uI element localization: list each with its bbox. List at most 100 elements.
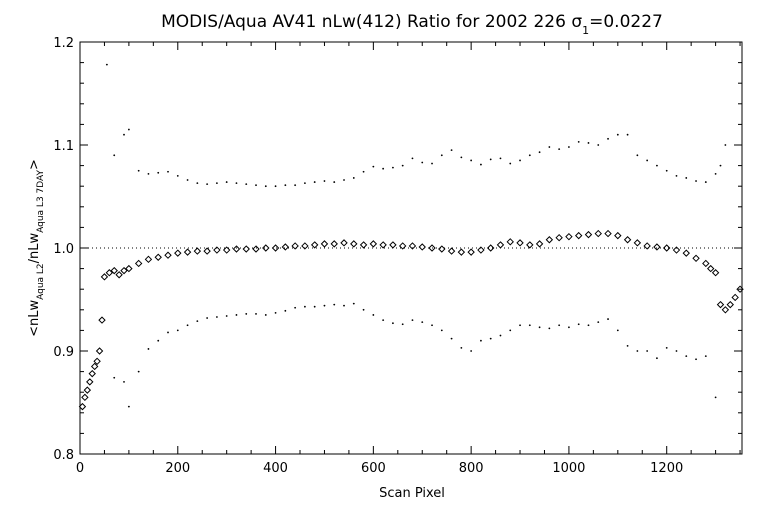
data-point-mean_minus_sigma <box>113 376 116 379</box>
series-mean_minus_sigma <box>113 302 717 408</box>
data-point-mean_minus_sigma <box>685 355 688 358</box>
plot-area: 0 200 400 600 800 1000 1200 0.8 0.9 1.0 1.1 1.2 <box>53 36 744 476</box>
data-point-mean_plus_sigma <box>176 175 179 177</box>
data-point-mean_plus_sigma <box>105 63 108 66</box>
data-point-mean <box>144 255 153 264</box>
data-point-mean_plus_sigma <box>206 183 209 186</box>
data-point-mean_plus_sigma <box>284 184 287 187</box>
data-point-mean <box>174 249 182 257</box>
data-point-mean <box>350 240 358 248</box>
data-point-mean <box>110 266 118 275</box>
data-point-mean_minus_sigma <box>646 350 649 352</box>
data-point-mean_minus_sigma <box>548 327 551 330</box>
data-point-mean <box>707 264 715 273</box>
data-point-mean_plus_sigma <box>382 167 385 170</box>
data-point-mean_minus_sigma <box>352 302 355 305</box>
data-point-mean_plus_sigma <box>323 180 326 182</box>
data-point-mean_plus_sigma <box>607 137 609 140</box>
data-point-mean_minus_sigma <box>235 314 238 316</box>
data-point-mean_plus_sigma <box>333 181 336 183</box>
data-point-mean_plus_sigma <box>719 164 722 167</box>
data-point-mean <box>447 247 456 255</box>
data-point-mean_plus_sigma <box>616 133 619 136</box>
data-point-mean_plus_sigma <box>264 185 267 188</box>
data-point-mean_plus_sigma <box>313 181 316 183</box>
data-point-mean_minus_sigma <box>323 304 326 307</box>
data-point-mean_plus_sigma <box>509 162 512 165</box>
data-point-mean <box>716 300 725 309</box>
x-tick-label: 800 <box>459 461 484 476</box>
data-point-mean <box>81 393 89 402</box>
ylabel-open: <nLw <box>27 300 42 337</box>
data-point-mean <box>262 244 270 252</box>
data-point-mean_minus_sigma <box>176 329 179 332</box>
data-point-mean_plus_sigma <box>597 144 600 146</box>
data-point-mean <box>653 243 661 251</box>
chart-title: MODIS/Aqua AV41 nLw(412) Ratio for 2002 … <box>161 12 663 37</box>
data-point-mean <box>477 246 485 254</box>
data-point-mean <box>330 240 338 248</box>
data-point-mean_plus_sigma <box>411 157 414 160</box>
data-point-mean_minus_sigma <box>255 313 257 315</box>
data-point-mean <box>213 246 221 254</box>
data-point-mean_plus_sigma <box>489 158 492 161</box>
data-point-mean_minus_sigma <box>284 309 287 312</box>
data-point-mean_plus_sigma <box>695 180 697 182</box>
data-point-mean_plus_sigma <box>225 181 228 183</box>
data-point-mean_minus_sigma <box>206 317 209 319</box>
data-point-mean_plus_sigma <box>147 172 150 175</box>
data-point-mean <box>496 241 505 249</box>
data-point-mean_minus_sigma <box>362 308 365 311</box>
data-point-mean_plus_sigma <box>215 182 218 185</box>
data-point-mean_plus_sigma <box>137 169 140 172</box>
data-point-mean <box>90 362 99 371</box>
ylabel-close: > <box>27 159 42 170</box>
x-tick-label: 0 <box>76 461 84 476</box>
data-point-mean <box>232 245 241 253</box>
data-point-mean <box>271 244 280 252</box>
data-point-mean <box>242 245 250 253</box>
data-point-mean_minus_sigma <box>401 323 404 326</box>
data-point-mean_plus_sigma <box>167 170 169 173</box>
data-point-mean_plus_sigma <box>528 154 531 157</box>
data-point-mean <box>623 236 632 244</box>
data-point-mean_plus_sigma <box>646 159 649 162</box>
data-point-mean_minus_sigma <box>568 326 570 329</box>
data-point-mean_minus_sigma <box>137 370 140 373</box>
data-point-mean_plus_sigma <box>675 175 678 177</box>
data-point-mean_plus_sigma <box>157 171 160 174</box>
data-point-mean_minus_sigma <box>440 329 443 332</box>
ylabel-sub1: Aqua L2 <box>36 263 46 300</box>
data-point-mean <box>565 232 573 241</box>
data-point-mean <box>672 246 681 254</box>
data-point-mean <box>526 241 534 249</box>
data-point-mean_minus_sigma <box>127 405 130 408</box>
data-point-mean_minus_sigma <box>597 321 600 324</box>
data-point-mean_minus_sigma <box>577 323 580 326</box>
data-point-mean_minus_sigma <box>489 337 492 340</box>
data-point-mean <box>222 246 231 254</box>
data-point-mean <box>369 240 378 248</box>
data-point-mean <box>418 243 426 251</box>
data-point-mean <box>281 243 290 251</box>
data-point-mean <box>614 231 622 240</box>
x-tick-label: 1200 <box>650 461 683 476</box>
data-point-mean <box>555 233 563 242</box>
data-point-mean <box>389 241 397 249</box>
data-point-mean <box>711 269 720 277</box>
data-point-mean <box>594 229 602 238</box>
data-point-mean <box>398 242 407 250</box>
data-point-mean_minus_sigma <box>123 381 125 383</box>
data-point-mean_plus_sigma <box>470 159 473 162</box>
x-tick-label: 200 <box>165 461 190 476</box>
data-point-mean_minus_sigma <box>392 322 394 325</box>
data-point-mean_minus_sigma <box>695 358 697 361</box>
data-point-mean_minus_sigma <box>264 314 267 316</box>
data-point-mean <box>86 378 94 386</box>
data-point-mean <box>203 247 211 255</box>
data-point-mean_minus_sigma <box>245 313 248 315</box>
x-tick-label: 1000 <box>552 461 585 476</box>
data-point-mean_minus_sigma <box>333 303 336 306</box>
data-point-mean_plus_sigma <box>235 182 238 185</box>
data-point-mean <box>428 244 436 252</box>
